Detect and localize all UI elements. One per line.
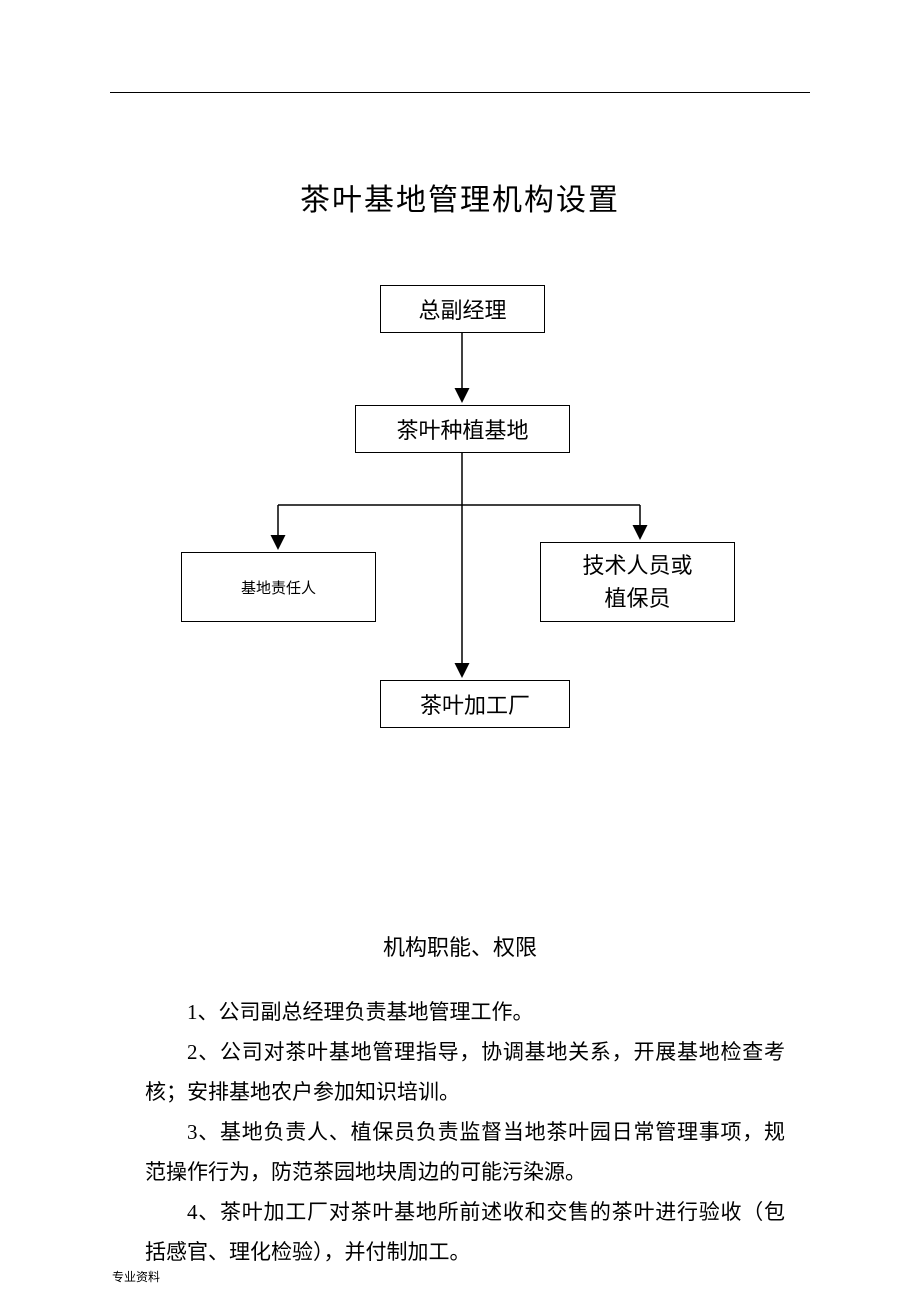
node-label: 基地责任人: [241, 577, 316, 598]
node-label: 茶叶加工厂: [420, 688, 530, 720]
page-title: 茶叶基地管理机构设置: [0, 175, 920, 219]
node-base-responsible: 基地责任人: [181, 552, 376, 622]
section-title: 机构职能、权限: [0, 930, 920, 962]
paragraph-4: 4、茶叶加工厂对茶叶基地所前述收和交售的茶叶进行验收（包括感官、理化检验），并付…: [145, 1193, 785, 1273]
node-technical-staff: 技术人员或 植保员: [540, 542, 735, 622]
node-label: 茶叶种植基地: [396, 413, 528, 445]
node-manager: 总副经理: [380, 285, 545, 333]
footer-text: 专业资料: [112, 1268, 160, 1285]
node-processing-plant: 茶叶加工厂: [380, 680, 570, 728]
node-planting-base: 茶叶种植基地: [355, 405, 570, 453]
org-flowchart: 总副经理 茶叶种植基地 基地责任人 技术人员或 植保员 茶叶加工厂: [0, 270, 920, 800]
paragraph-2: 2、公司对茶叶基地管理指导，协调基地关系，开展基地检查考核；安排基地农户参加知识…: [145, 1033, 785, 1113]
page-top-rule: [110, 92, 810, 93]
node-label: 总副经理: [418, 293, 506, 325]
node-label: 技术人员或 植保员: [582, 549, 692, 615]
paragraph-3: 3、基地负责人、植保员负责监督当地茶叶园日常管理事项，规范操作行为，防范茶园地块…: [145, 1113, 785, 1193]
paragraph-1: 1、公司副总经理负责基地管理工作。: [145, 993, 785, 1033]
